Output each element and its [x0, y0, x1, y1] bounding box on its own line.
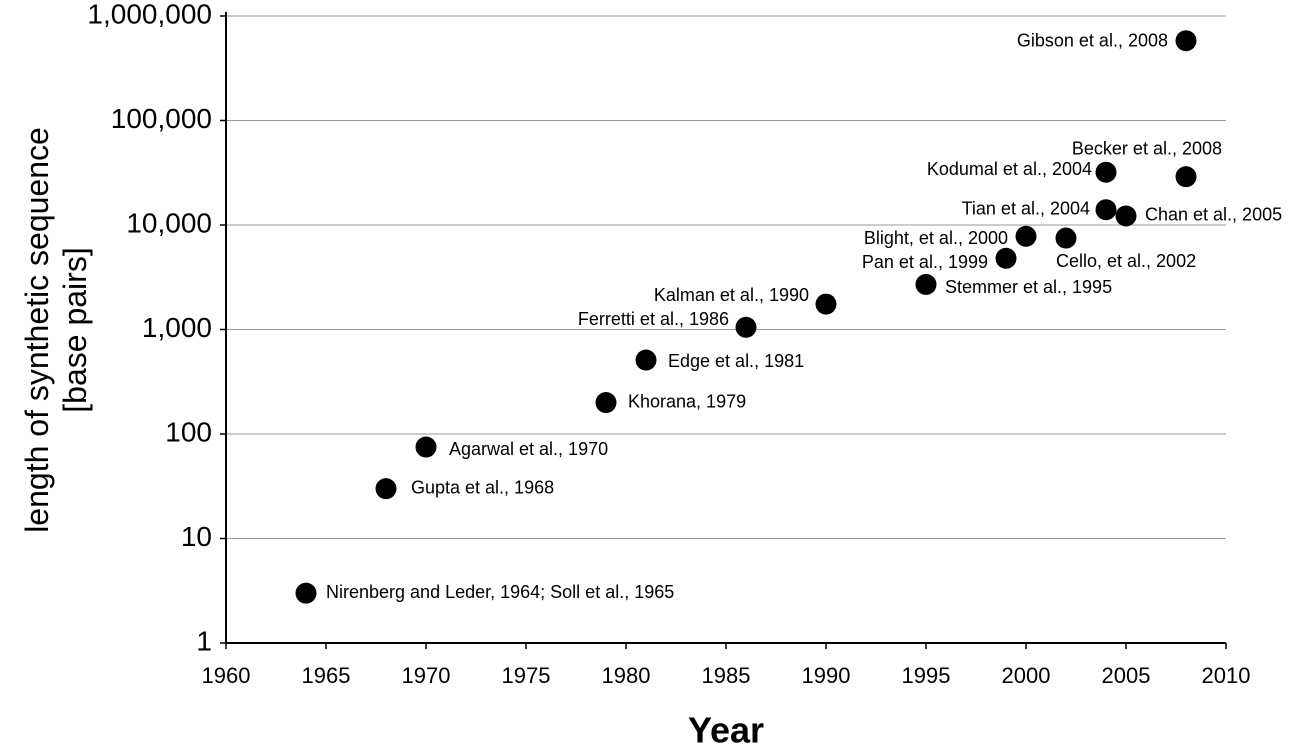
point-label: Kalman et al., 1990	[654, 285, 809, 305]
point-label: Gibson et al., 2008	[1017, 30, 1168, 50]
point	[375, 478, 397, 500]
point	[815, 293, 837, 315]
y-tick-label: 100	[165, 416, 212, 447]
point	[1095, 199, 1117, 221]
point-label: Becker et al., 2008	[1072, 138, 1222, 158]
point	[295, 582, 317, 604]
x-tick-label: 1965	[302, 663, 351, 688]
y-tick-label: 100,000	[111, 103, 212, 134]
point	[1095, 161, 1117, 183]
point-label: Stemmer et al., 1995	[945, 277, 1112, 297]
y-axis-label-line: [base pairs]	[57, 247, 93, 412]
point	[735, 316, 757, 338]
point-label: Pan et al., 1999	[862, 252, 988, 272]
x-tick-label: 2005	[1102, 663, 1151, 688]
x-tick-label: 1980	[602, 663, 651, 688]
point-label: Cello, et al., 2002	[1056, 251, 1196, 271]
x-axis-label: Year	[688, 710, 764, 749]
point-label: Blight, et al., 2000	[864, 228, 1008, 248]
point-label: Kodumal et al., 2004	[927, 159, 1092, 179]
y-axis-label: length of synthetic sequence[base pairs]	[19, 127, 93, 533]
y-tick-label: 1,000,000	[87, 0, 212, 29]
point-label: Gupta et al., 1968	[411, 477, 554, 497]
point	[415, 436, 437, 458]
point	[1175, 30, 1197, 52]
point-label: Chan et al., 2005	[1145, 205, 1282, 225]
x-tick-label: 1970	[402, 663, 451, 688]
y-tick-label: 1	[196, 625, 212, 656]
x-tick-label: 1985	[702, 663, 751, 688]
y-axis-label-line: length of synthetic sequence	[19, 127, 55, 533]
point	[635, 349, 657, 371]
point-label: Khorana, 1979	[628, 391, 746, 411]
x-tick-label: 2000	[1002, 663, 1051, 688]
x-tick-label: 1995	[902, 663, 951, 688]
y-tick-label: 1,000	[142, 312, 212, 343]
point	[915, 273, 937, 295]
point-label: Nirenberg and Leder, 1964; Soll et al., …	[326, 582, 674, 602]
x-tick-label: 1975	[502, 663, 551, 688]
x-tick-label: 1990	[802, 663, 851, 688]
point	[1175, 166, 1197, 188]
point	[995, 247, 1017, 269]
point	[1055, 227, 1077, 249]
y-tick-label: 10	[181, 521, 212, 552]
point-label: Ferretti et al., 1986	[578, 309, 729, 329]
point-label: Edge et al., 1981	[668, 351, 804, 371]
point	[1015, 225, 1037, 247]
point-label: Tian et al., 2004	[962, 198, 1090, 218]
x-tick-label: 2010	[1202, 663, 1251, 688]
y-tick-label: 10,000	[126, 207, 212, 238]
point	[1115, 205, 1137, 227]
point	[595, 392, 617, 414]
point-label: Agarwal et al., 1970	[449, 439, 608, 459]
x-tick-label: 1960	[202, 663, 251, 688]
